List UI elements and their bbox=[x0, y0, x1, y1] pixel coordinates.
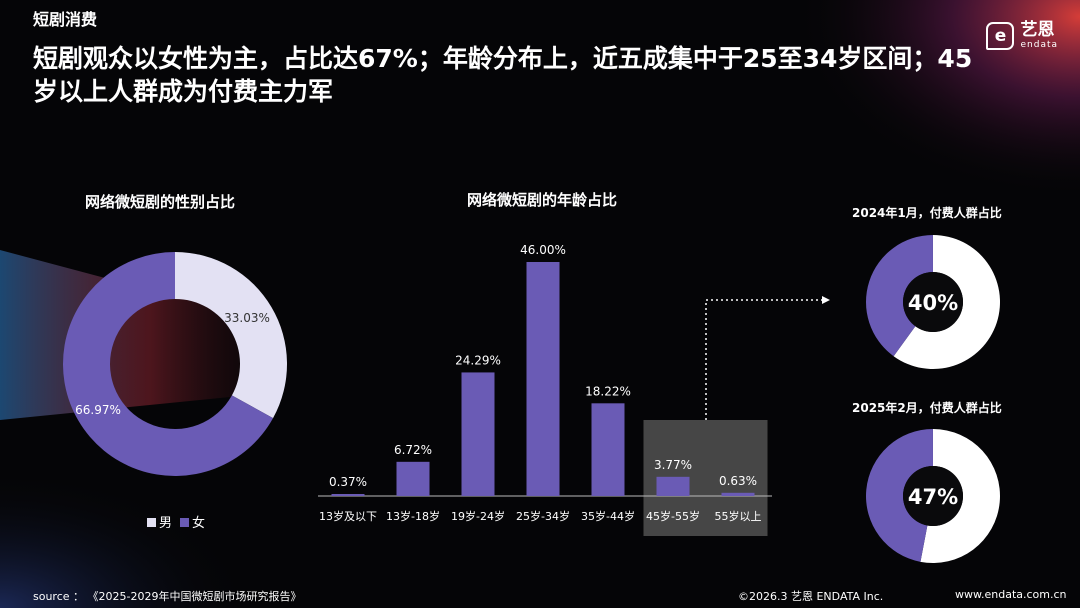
age-bar-label-4: 18.22% bbox=[585, 384, 631, 398]
footer-url: www.endata.com.cn bbox=[955, 588, 1067, 601]
age-bar-label-0: 0.37% bbox=[329, 475, 367, 489]
legend-label-male: 男 bbox=[159, 516, 173, 531]
age-bar-label-1: 6.72% bbox=[394, 443, 432, 457]
age-bar-label-3: 46.00% bbox=[520, 243, 566, 257]
age-bar-1 bbox=[396, 461, 430, 496]
section-tag: 短剧消费 bbox=[33, 10, 98, 29]
paying-donut-hole-1 bbox=[903, 466, 963, 526]
age-tick-label-6: 55岁以上 bbox=[715, 509, 762, 523]
age-tick-label-4: 35岁-44岁 bbox=[581, 509, 635, 523]
legend-item-male: 男 bbox=[147, 512, 172, 531]
legend-swatch-male bbox=[147, 518, 156, 527]
logo-cn-text: 艺恩 bbox=[1020, 20, 1055, 40]
gender-slice-male bbox=[175, 252, 288, 419]
footer-source: source ： 《2025-2029年中国微短剧市场研究报告》 bbox=[33, 590, 302, 603]
age-chart-title: 网络微短剧的年龄占比 bbox=[467, 191, 618, 209]
paying-slice-0 bbox=[866, 235, 933, 357]
age-bar-4 bbox=[591, 403, 625, 496]
age-tick-label-2: 19岁-24岁 bbox=[451, 509, 505, 523]
age-bar-label-6: 0.63% bbox=[719, 474, 757, 488]
age-bar-5 bbox=[656, 476, 690, 496]
paying-donut-hole-0 bbox=[903, 272, 963, 332]
paying-slice-1 bbox=[866, 429, 933, 562]
paying-2025-title: 2025年2月，付费人群占比 bbox=[852, 401, 1002, 415]
age-tick-label-3: 25岁-34岁 bbox=[516, 509, 570, 523]
paying-center-label-0: 40% bbox=[908, 291, 958, 315]
paying-rest-slice-1 bbox=[920, 429, 1000, 563]
gender-label-female: 66.97% bbox=[75, 403, 121, 417]
footer-copyright: ©2026.3 艺恩 ENDATA Inc. bbox=[738, 590, 884, 603]
connector-arrow-head bbox=[822, 296, 830, 304]
paying-rest-slice-0 bbox=[893, 235, 1000, 369]
endata-logo: e 艺恩 endata bbox=[986, 22, 1058, 50]
endata-logo-icon: e bbox=[986, 22, 1015, 50]
age-tick-label-1: 13岁-18岁 bbox=[386, 509, 440, 523]
gender-label-male: 33.03% bbox=[224, 311, 270, 325]
logo-en-text: endata bbox=[1020, 40, 1058, 50]
legend-item-female: 女 bbox=[180, 512, 205, 531]
paying-center-label-1: 47% bbox=[908, 485, 958, 509]
gender-slice-female bbox=[63, 252, 274, 476]
legend-label-female: 女 bbox=[192, 516, 206, 531]
legend-swatch-female bbox=[180, 518, 190, 527]
age-bar-label-5: 3.77% bbox=[654, 458, 692, 472]
connector-arrow-line bbox=[705, 299, 822, 420]
age-tick-label-5: 45岁-55岁 bbox=[646, 509, 700, 523]
gender-chart-title: 网络微短剧的性别占比 bbox=[85, 193, 236, 211]
headline: 短剧观众以女性为主，占比达67%；年龄分布上，近五成集中于25至34岁区间；45… bbox=[33, 44, 973, 106]
gender-legend: 男 女 bbox=[147, 512, 205, 531]
age-bar-0 bbox=[331, 494, 365, 496]
age-bar-3 bbox=[526, 262, 560, 496]
age-bar-2 bbox=[461, 372, 495, 496]
age-tick-label-0: 13岁及以下 bbox=[319, 509, 377, 523]
paying-2024-title: 2024年1月，付费人群占比 bbox=[852, 206, 1002, 220]
age-bar-label-2: 24.29% bbox=[455, 353, 501, 367]
age-bar-6 bbox=[721, 492, 755, 496]
